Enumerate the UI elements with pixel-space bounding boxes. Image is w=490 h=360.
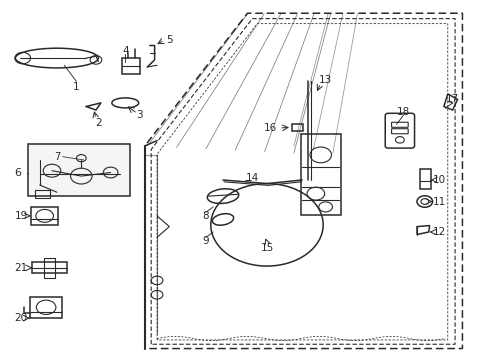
Text: 15: 15 [260, 243, 273, 253]
FancyBboxPatch shape [27, 144, 130, 196]
Text: 20: 20 [15, 313, 28, 323]
Text: 4: 4 [122, 46, 128, 56]
Text: 8: 8 [202, 211, 209, 221]
Text: 2: 2 [95, 118, 102, 128]
Text: 6: 6 [14, 168, 21, 178]
Text: 12: 12 [433, 227, 446, 237]
Text: 16: 16 [264, 123, 277, 133]
Text: 21: 21 [15, 263, 28, 273]
Text: 13: 13 [319, 75, 332, 85]
Text: 1: 1 [73, 82, 80, 92]
Text: 17: 17 [446, 94, 459, 104]
Text: 3: 3 [137, 111, 143, 121]
Text: 11: 11 [433, 197, 446, 207]
Text: 18: 18 [397, 107, 411, 117]
Text: 14: 14 [245, 173, 259, 183]
Text: 7: 7 [54, 152, 60, 162]
Text: 10: 10 [433, 175, 446, 185]
Text: 19: 19 [15, 211, 28, 221]
Text: 9: 9 [202, 236, 209, 246]
Text: 5: 5 [166, 35, 172, 45]
